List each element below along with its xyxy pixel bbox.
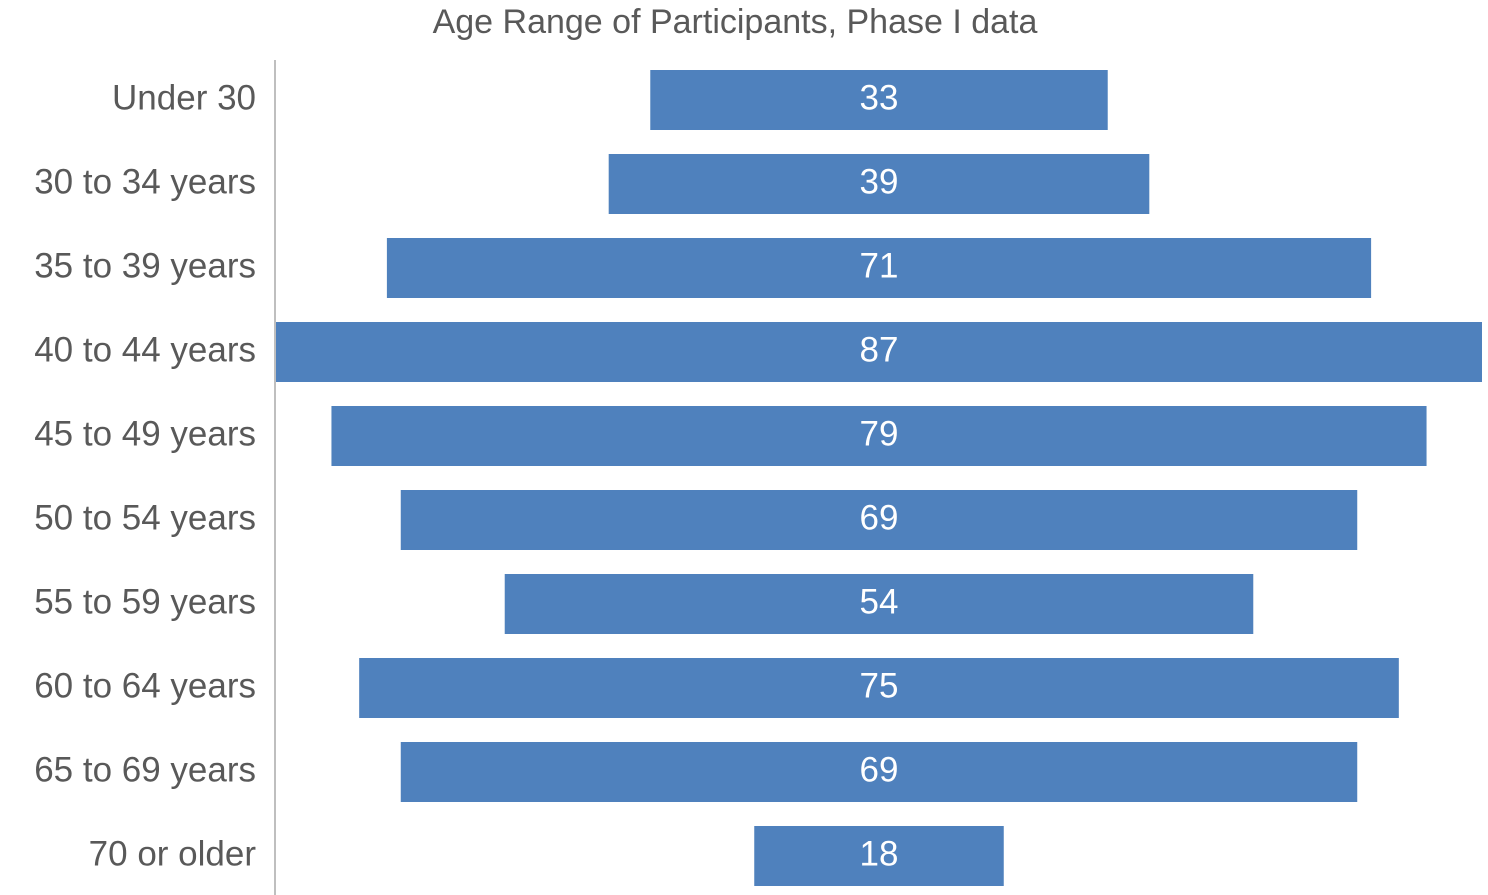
bar [650,70,1108,130]
data-label: 54 [860,582,899,621]
category-label: 45 to 49 years [34,414,256,453]
category-label: 70 or older [89,834,257,873]
category-label: 40 to 44 years [34,330,256,369]
bar [386,238,1372,298]
category-label: Under 30 [112,78,256,117]
bar [504,574,1254,634]
category-label: 65 to 69 years [34,750,256,789]
data-label: 79 [860,414,899,453]
category-label: 60 to 64 years [34,666,256,705]
category-label: 35 to 39 years [34,246,256,285]
data-label: 18 [860,834,899,873]
data-label: 71 [860,246,899,285]
bar [359,658,1399,718]
bar [754,826,1004,886]
bar [400,742,1358,802]
category-label: 30 to 34 years [34,162,256,201]
bar [400,490,1358,550]
chart-title: Age Range of Participants, Phase I data [433,3,1038,41]
data-label: 39 [860,162,899,201]
data-label: 87 [860,330,899,369]
data-label: 33 [860,78,899,117]
bar [331,406,1427,466]
category-label: 50 to 54 years [34,498,256,537]
bar [608,154,1150,214]
bar [276,322,1482,382]
data-label: 75 [860,666,899,705]
category-label: 55 to 59 years [34,582,256,621]
data-label: 69 [860,498,899,537]
data-label: 69 [860,750,899,789]
